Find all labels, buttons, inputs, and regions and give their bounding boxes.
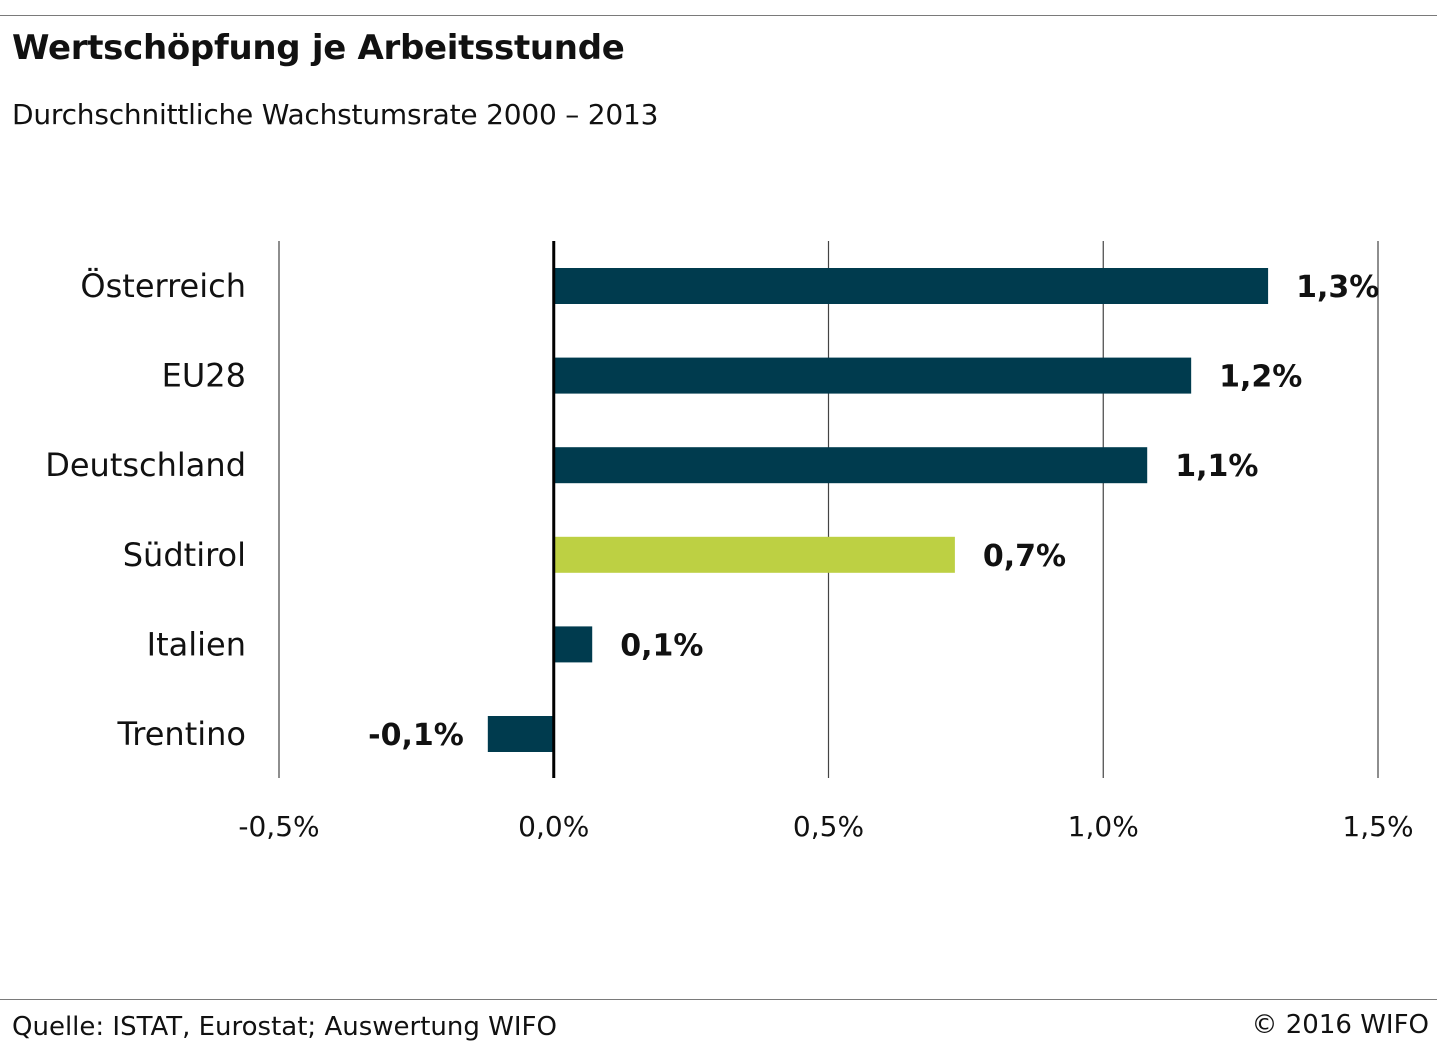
bar-1 <box>553 357 1192 394</box>
top-rule <box>0 15 1437 16</box>
bar-3 <box>553 536 955 573</box>
data-label-4: 0,1% <box>620 628 703 663</box>
category-label-4: Italien <box>147 625 246 663</box>
bar-5 <box>487 716 554 752</box>
copyright-note: © 2016 WIFO <box>1251 1010 1430 1040</box>
category-label-5: Trentino <box>116 715 246 753</box>
data-label-0: 1,3% <box>1296 270 1379 305</box>
source-note: Quelle: ISTAT, Eurostat; Auswertung WIFO <box>12 1012 557 1042</box>
data-label-5: -0,1% <box>368 718 464 753</box>
x-tick-label-4: 1,5% <box>1342 810 1413 843</box>
data-label-2: 1,1% <box>1175 449 1258 484</box>
bottom-rule <box>0 999 1437 1000</box>
bar-4 <box>553 626 593 663</box>
data-label-1: 1,2% <box>1219 360 1302 395</box>
chart-title: Wertschöpfung je Arbeitsstunde <box>12 28 625 68</box>
x-tick-label-2: 0,5% <box>793 810 864 843</box>
x-tick-label-0: -0,5% <box>238 810 319 843</box>
x-tick-label-1: 0,0% <box>518 810 589 843</box>
chart-subtitle: Durchschnittliche Wachstumsrate 2000 – 2… <box>12 98 659 131</box>
bar-0 <box>553 268 1269 304</box>
data-label-3: 0,7% <box>983 539 1066 574</box>
category-label-3: Südtirol <box>123 536 246 574</box>
category-label-1: EU28 <box>162 357 246 395</box>
category-label-2: Deutschland <box>45 446 246 484</box>
x-tick-label-3: 1,0% <box>1068 810 1139 843</box>
category-label-0: Österreich <box>80 267 246 305</box>
bar-2 <box>553 447 1148 484</box>
bar-chart: Österreich 1,3% EU28 1,2% Deutschland 1,1% Süd… <box>45 241 1414 843</box>
